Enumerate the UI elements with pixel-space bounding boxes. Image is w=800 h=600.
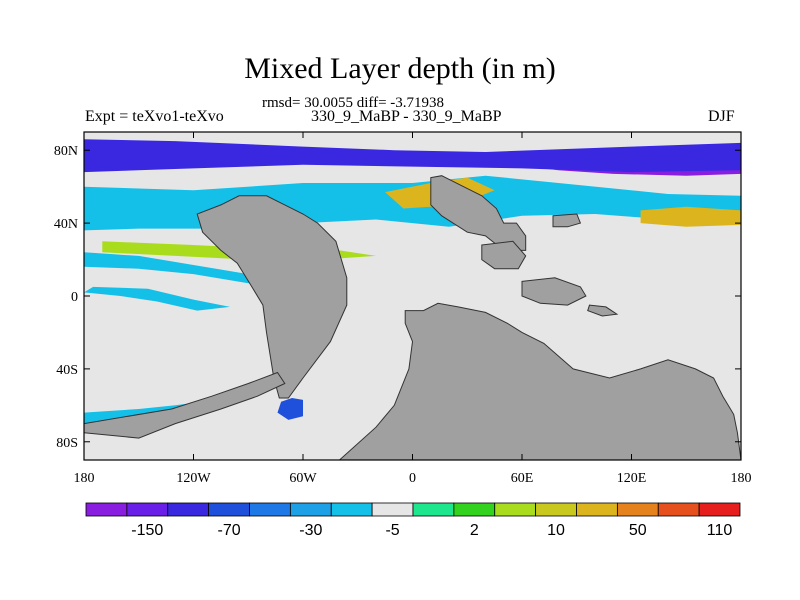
colorbar-box <box>698 502 741 517</box>
colorbar-box <box>576 502 618 517</box>
anomaly-arctic-mid <box>84 139 741 173</box>
land-africa <box>338 302 741 460</box>
x-tick-label: 120W <box>176 471 211 486</box>
map-plot-area <box>84 132 741 460</box>
experiment-label: Expt = teXvo1-teXvo <box>85 108 224 125</box>
colorbar-box <box>126 502 169 517</box>
y-tick-label: 80N <box>54 144 78 159</box>
x-tick-label: 180 <box>74 471 95 486</box>
land-antarctic-arm <box>84 371 286 439</box>
x-tick-label: 60W <box>289 471 317 486</box>
x-tick-label: 180 <box>731 471 752 486</box>
colorbar-label: 2 <box>470 522 479 539</box>
colorbar: -150 -70 -30 -5 2 10 50 110 <box>85 502 741 539</box>
case-label: 330_9_MaBP - 330_9_MaBP <box>311 108 502 125</box>
land-india-ridge <box>521 277 587 306</box>
colorbar-box <box>657 502 700 517</box>
land-arabia <box>481 240 527 270</box>
colorbar-box <box>494 502 537 517</box>
colorbar-box <box>249 502 291 517</box>
x-tick-label: 120E <box>617 471 647 486</box>
colorbar-box <box>616 502 659 517</box>
colorbar-label: -70 <box>218 522 241 539</box>
land-asia-east <box>552 213 582 228</box>
colorbar-box <box>289 502 332 517</box>
colorbar-label: -150 <box>131 522 163 539</box>
subtitle-row: Expt = teXvo1-teXvo 330_9_MaBP - 330_9_M… <box>0 108 800 130</box>
y-tick-label: 40S <box>56 363 78 378</box>
season-label: DJF <box>708 108 735 125</box>
land-sea-island <box>587 304 619 317</box>
colorbar-box <box>85 502 128 517</box>
colorbar-box <box>412 502 455 517</box>
anomaly-antarctic-box <box>277 398 303 420</box>
colorbar-box <box>167 502 210 517</box>
stats-label: rmsd= 30.0055 diff= -3.71938 <box>262 95 445 111</box>
colorbar-label: 50 <box>629 522 647 539</box>
y-tick-label: 0 <box>71 290 78 305</box>
x-tick-label: 0 <box>409 471 416 486</box>
anomaly-north-pacific-plus <box>640 206 741 227</box>
y-tick-label: 80S <box>56 436 78 451</box>
x-tick-label: 60E <box>511 471 534 486</box>
colorbar-box <box>453 502 496 517</box>
colorbar-box <box>208 502 250 517</box>
land-americas <box>196 195 348 399</box>
anomaly-south-tropical <box>84 286 230 311</box>
colorbar-label: -5 <box>385 522 399 539</box>
colorbar-label: -30 <box>299 522 322 539</box>
colorbar-label: 110 <box>707 522 733 539</box>
colorbar-box <box>330 502 373 517</box>
land-eurasia-west <box>430 175 527 251</box>
colorbar-box <box>371 502 414 517</box>
colorbar-box <box>535 502 577 517</box>
chart-title: Mixed Layer depth (in m) <box>244 52 556 85</box>
axes: 180 120W 60W 0 60E 120E 180 80N 40N 0 40S 80S <box>54 132 752 486</box>
colorbar-label: 10 <box>547 522 565 539</box>
y-tick-label: 40N <box>54 217 78 232</box>
